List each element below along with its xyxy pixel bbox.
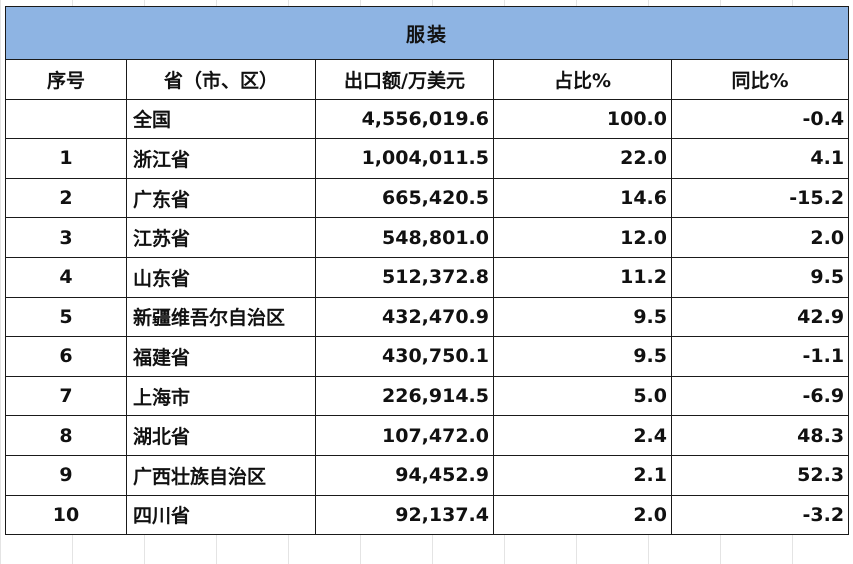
cell-yoy[interactable]: 52.3	[670, 454, 850, 496]
cell-yoy[interactable]: -3.2	[670, 494, 850, 536]
cell-export[interactable]: 1,004,011.5	[315, 138, 494, 179]
cell-province[interactable]: 新疆维吾尔自治区	[126, 296, 316, 338]
header-export[interactable]: 出口额/万美元	[315, 59, 494, 100]
cell-export[interactable]: 430,750.1	[315, 336, 494, 377]
header-yoy[interactable]: 同比%	[670, 59, 850, 100]
cell-province[interactable]: 江苏省	[126, 217, 316, 258]
cell-yoy[interactable]: -1.1	[670, 336, 850, 377]
table-row: 2 广东省 665,420.5 14.6 -15.2	[5, 177, 850, 219]
cell-index[interactable]: 4	[5, 256, 127, 298]
cell-export[interactable]: 107,472.0	[315, 415, 494, 456]
table-row: 6 福建省 430,750.1 9.5 -1.1	[5, 336, 850, 377]
cell-province[interactable]: 福建省	[126, 336, 316, 377]
cell-province[interactable]: 广东省	[126, 177, 316, 219]
table-body: 全国 4,556,019.6 100.0 -0.4 1 浙江省 1,004,011.5 22.…	[5, 98, 850, 536]
cell-index[interactable]: 7	[5, 375, 127, 417]
table-title[interactable]: 服装	[4, 6, 850, 60]
cell-export[interactable]: 94,452.9	[315, 454, 494, 496]
table-row: 1 浙江省 1,004,011.5 22.0 4.1	[5, 138, 850, 179]
cell-province[interactable]: 全国	[126, 98, 316, 140]
cell-index[interactable]: 1	[5, 138, 127, 179]
cell-export[interactable]: 665,420.5	[315, 177, 494, 219]
cell-export[interactable]: 512,372.8	[315, 256, 494, 298]
table-row: 8 湖北省 107,472.0 2.4 48.3	[5, 415, 850, 456]
table-row: 3 江苏省 548,801.0 12.0 2.0	[5, 217, 850, 258]
cell-yoy[interactable]: 9.5	[670, 256, 850, 298]
cell-province[interactable]: 上海市	[126, 375, 316, 417]
table-row: 全国 4,556,019.6 100.0 -0.4	[5, 98, 850, 140]
cell-province[interactable]: 浙江省	[126, 138, 316, 179]
cell-yoy[interactable]: -6.9	[670, 375, 850, 417]
cell-province[interactable]: 四川省	[126, 494, 316, 536]
cell-share[interactable]: 14.6	[493, 177, 672, 219]
cell-index[interactable]: 3	[5, 217, 127, 258]
header-share[interactable]: 占比%	[493, 59, 672, 100]
cell-index[interactable]: 9	[5, 454, 127, 496]
cell-index[interactable]: 2	[5, 177, 127, 219]
cell-export[interactable]: 432,470.9	[315, 296, 494, 338]
cell-province[interactable]: 广西壮族自治区	[126, 454, 316, 496]
cell-export[interactable]: 548,801.0	[315, 217, 494, 258]
cell-yoy[interactable]: 42.9	[670, 296, 850, 338]
table-row: 10 四川省 92,137.4 2.0 -3.2	[5, 494, 850, 536]
cell-share[interactable]: 22.0	[493, 138, 672, 179]
table-row: 7 上海市 226,914.5 5.0 -6.9	[5, 375, 850, 417]
cell-province[interactable]: 山东省	[126, 256, 316, 298]
cell-province[interactable]: 湖北省	[126, 415, 316, 456]
cell-yoy[interactable]: 4.1	[670, 138, 850, 179]
cell-yoy[interactable]: 2.0	[670, 217, 850, 258]
cell-export[interactable]: 226,914.5	[315, 375, 494, 417]
cell-index[interactable]: 6	[5, 336, 127, 377]
header-index[interactable]: 序号	[5, 59, 127, 100]
cell-share[interactable]: 5.0	[493, 375, 672, 417]
cell-share[interactable]: 2.4	[493, 415, 672, 456]
cell-share[interactable]: 100.0	[493, 98, 672, 140]
cell-share[interactable]: 2.0	[493, 494, 672, 536]
header-row: 序号 省（市、区） 出口额/万美元 占比% 同比%	[5, 59, 850, 100]
cell-share[interactable]: 12.0	[493, 217, 672, 258]
cell-yoy[interactable]: 48.3	[670, 415, 850, 456]
cell-export[interactable]: 4,556,019.6	[315, 98, 494, 140]
cell-yoy[interactable]: -0.4	[670, 98, 850, 140]
table-row: 5 新疆维吾尔自治区 432,470.9 9.5 42.9	[5, 296, 850, 338]
cell-export[interactable]: 92,137.4	[315, 494, 494, 536]
table-row: 4 山东省 512,372.8 11.2 9.5	[5, 256, 850, 298]
title-row: 服装	[4, 6, 850, 60]
clothing-export-table: 服装 序号 省（市、区） 出口额/万美元 占比% 同比% 全国 4,556,019…	[4, 6, 850, 536]
cell-index[interactable]	[5, 98, 127, 140]
table-row: 9 广西壮族自治区 94,452.9 2.1 52.3	[5, 454, 850, 496]
cell-index[interactable]: 5	[5, 296, 127, 338]
cell-index[interactable]: 8	[5, 415, 127, 456]
cell-index[interactable]: 10	[5, 494, 127, 536]
cell-share[interactable]: 9.5	[493, 296, 672, 338]
cell-yoy[interactable]: -15.2	[670, 177, 850, 219]
cell-share[interactable]: 11.2	[493, 256, 672, 298]
header-province[interactable]: 省（市、区）	[126, 59, 316, 100]
cell-share[interactable]: 9.5	[493, 336, 672, 377]
cell-share[interactable]: 2.1	[493, 454, 672, 496]
